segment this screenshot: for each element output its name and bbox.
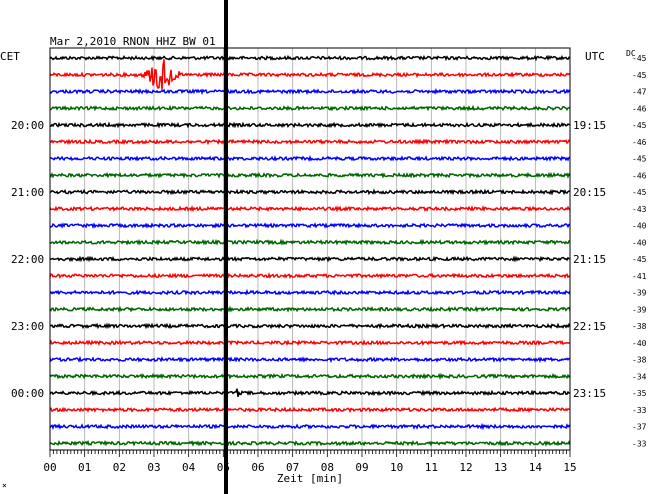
x-tick-label: 14: [529, 461, 543, 474]
dc-offset-label: -37: [632, 423, 647, 432]
seismic-trace: [49, 171, 571, 179]
seismic-trace: [49, 222, 571, 229]
x-tick-label: 08: [321, 461, 334, 474]
dc-offset-label: -33: [632, 406, 647, 415]
dc-offset-label: -45: [632, 54, 647, 63]
left-hour-label: 00:00: [11, 387, 44, 400]
dc-offset-label: -45: [632, 255, 647, 264]
labels: 00 01 02 03 04 05 06 07 08 09 10 11 12 13 14 15-45-45-4…: [11, 54, 647, 474]
left-hour-label: 22:00: [11, 253, 44, 266]
left-timezone-label: CET: [0, 50, 20, 63]
seismic-trace: [49, 339, 571, 347]
dc-offset-label: -43: [632, 205, 647, 214]
seismic-trace: [49, 355, 571, 364]
dc-offset-label: -38: [632, 322, 647, 331]
seismic-trace: [49, 288, 571, 296]
right-hour-label: 23:15: [573, 387, 606, 400]
dc-offset-label: -35: [632, 389, 647, 398]
seismic-trace: [49, 188, 571, 196]
seismic-trace: [49, 154, 571, 162]
seismic-trace: [49, 205, 571, 213]
x-tick-label: 15: [563, 461, 576, 474]
seismic-trace: [49, 305, 571, 313]
seismic-trace: [49, 388, 571, 397]
left-hour-label: 20:00: [11, 119, 44, 132]
dc-offset-label: -40: [632, 339, 647, 348]
x-tick-label: 10: [390, 461, 403, 474]
dc-offset-label: -40: [632, 238, 647, 247]
seismic-trace: [49, 238, 571, 246]
footer-mark: ×: [2, 481, 7, 490]
x-tick-label: 13: [494, 461, 507, 474]
grid-lines: [49, 48, 571, 457]
seismic-trace: [49, 372, 571, 381]
x-tick-label: 07: [286, 461, 299, 474]
seismic-trace: [49, 54, 571, 62]
dc-offset-label: -38: [632, 356, 647, 365]
x-tick-label: 12: [459, 461, 472, 474]
right-hour-label: 20:15: [573, 186, 606, 199]
current-time-marker: [224, 0, 228, 494]
left-hour-label: 21:00: [11, 186, 44, 199]
right-timezone-label: UTC: [585, 50, 605, 63]
dc-offset-label: -47: [632, 88, 647, 97]
right-hour-label: 22:15: [573, 320, 606, 333]
dc-offset-label: -46: [632, 171, 647, 180]
seismic-trace: [49, 322, 571, 330]
x-tick-label: 00: [43, 461, 56, 474]
traces: [49, 54, 571, 447]
dc-offset-label: -41: [632, 272, 647, 281]
dc-offset-label: -45: [632, 188, 647, 197]
seismic-trace: [49, 255, 571, 263]
x-tick-label: 09: [355, 461, 368, 474]
seismic-trace: [49, 406, 571, 414]
dc-offset-label: -40: [632, 222, 647, 231]
x-axis-label: Zeit [min]: [277, 472, 343, 485]
dc-offset-label: -33: [632, 439, 647, 448]
plot-frame: [49, 47, 571, 451]
x-tick-label: 04: [182, 461, 196, 474]
seismic-trace: [49, 138, 571, 146]
right-hour-label: 19:15: [573, 119, 606, 132]
dc-offset-label: -45: [632, 71, 647, 80]
right-hour-label: 21:15: [573, 253, 606, 266]
seismic-trace: [49, 59, 571, 90]
dc-offset-label: -45: [632, 155, 647, 164]
x-tick-label: 06: [251, 461, 264, 474]
x-tick-label: 01: [78, 461, 91, 474]
dc-offset-label: -45: [632, 121, 647, 130]
seismic-trace: [49, 422, 571, 431]
dc-offset-label: -39: [632, 305, 647, 314]
x-tick-label: 11: [425, 461, 438, 474]
x-tick-label: 02: [113, 461, 126, 474]
chart-title: Mar 2,2010 RNON HHZ BW 01: [50, 35, 216, 48]
dc-offset-label: -46: [632, 104, 647, 113]
dc-label: DC: [626, 49, 636, 58]
seismic-trace: [49, 439, 571, 447]
dc-offset-label: -39: [632, 289, 647, 298]
x-tick-label: 03: [147, 461, 160, 474]
dc-offset-label: -34: [632, 372, 647, 381]
left-hour-label: 23:00: [11, 320, 44, 333]
dc-offset-label: -46: [632, 138, 647, 147]
seismic-trace: [49, 104, 571, 112]
seismic-trace: [49, 272, 571, 280]
seismic-trace: [49, 87, 571, 95]
seismic-trace: [49, 121, 571, 129]
